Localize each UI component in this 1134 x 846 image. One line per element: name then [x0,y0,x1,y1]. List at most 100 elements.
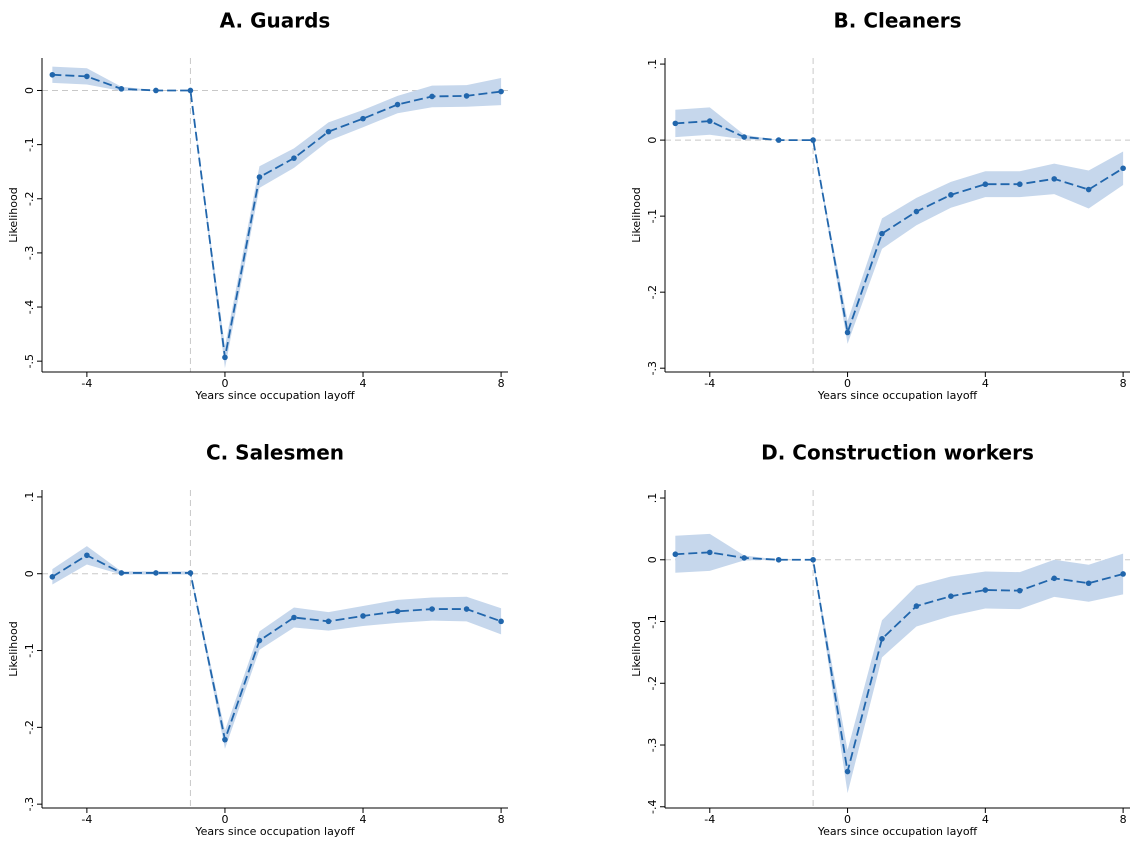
y-tick-label: -.3 [646,361,659,375]
y-tick-label: -.1 [23,643,36,657]
x-tick-label: 8 [1120,813,1127,826]
x-tick-label: 4 [982,377,989,390]
point [672,120,679,127]
point [463,93,470,99]
y-tick-label: .1 [646,59,659,70]
x-tick-label: 4 [360,813,367,826]
y-tick-label: -.1 [23,137,36,151]
point [187,570,194,576]
point [844,329,851,336]
x-tick-label: 8 [498,813,505,826]
y-axis-label: Likelihood [7,621,20,676]
x-tick-label: 8 [498,377,505,390]
x-tick-label: -4 [81,813,92,826]
x-tick-label: 0 [221,813,228,826]
series-line [675,551,1124,772]
point [879,636,885,642]
point [118,86,125,92]
confidence-band [675,107,1124,344]
x-axis-label: Years since occupation layoff [194,825,355,838]
point [775,137,782,143]
point [672,551,679,558]
y-tick-label: -.2 [23,192,36,206]
y-tick-label: -.2 [23,720,36,734]
confidence-band [675,533,1124,794]
point [1085,186,1092,193]
point [913,603,920,609]
point [153,87,159,94]
x-tick-label: 0 [221,377,228,390]
chart-title: A. Guards [220,9,331,33]
chart-title: B. Cleaners [834,9,962,33]
point [429,93,435,100]
point [394,608,401,615]
point [49,573,56,580]
x-axis-label: Years since occupation layoff [817,389,978,402]
point [360,115,366,122]
y-tick-label: -.2 [646,676,659,690]
point [982,181,989,188]
x-tick-label: 4 [982,813,989,826]
chart-title: D. Construction workers [761,441,1034,465]
y-tick-label: 0 [23,87,36,94]
point [49,71,56,78]
point [706,118,713,124]
point [394,101,401,108]
y-tick-label: -.3 [23,246,36,260]
point [948,593,954,600]
point [982,587,989,593]
point [153,570,159,576]
point [1051,176,1058,182]
point [222,354,228,361]
y-axis-label: Likelihood [7,187,20,242]
point [84,73,90,80]
point [256,637,263,644]
point [325,618,332,625]
point [1016,587,1023,594]
point [1051,575,1058,582]
x-tick-label: -4 [704,377,715,390]
series-line [52,73,502,358]
point [1120,571,1126,577]
x-axis-label: Years since occupation layoff [194,389,355,402]
point [775,556,782,563]
y-tick-label: .1 [646,493,659,504]
point [222,736,228,743]
point [948,192,954,198]
y-tick-label: -.2 [646,285,659,299]
point [187,87,194,94]
x-tick-label: 8 [1120,377,1127,390]
point [879,230,885,237]
y-tick-label: -.4 [646,800,659,814]
y-tick-label: 0 [646,137,659,144]
y-tick-label: -.1 [646,614,659,628]
point [256,174,263,180]
point [1016,181,1023,188]
point [463,606,470,612]
x-axis-label: Years since occupation layoff [817,825,978,838]
x-tick-label: -4 [81,377,92,390]
point [325,128,332,135]
point [498,618,504,625]
point [291,155,297,161]
x-tick-label: 0 [844,377,851,390]
y-tick-label: -.3 [23,797,36,811]
series-line [51,554,502,744]
y-tick-label: -.3 [646,738,659,752]
point [706,549,713,556]
point [810,556,816,563]
x-tick-label: 4 [360,377,367,390]
point [360,613,366,619]
point [84,552,90,559]
point [118,570,125,576]
y-axis-label: Likelihood [630,187,643,242]
y-axis-label: Likelihood [630,621,643,676]
y-tick-label: -.5 [23,354,36,368]
point [1120,165,1126,172]
point [913,208,920,215]
x-tick-label: -4 [704,813,715,826]
y-tick-label: -.4 [23,300,36,314]
series-line [675,120,1124,337]
